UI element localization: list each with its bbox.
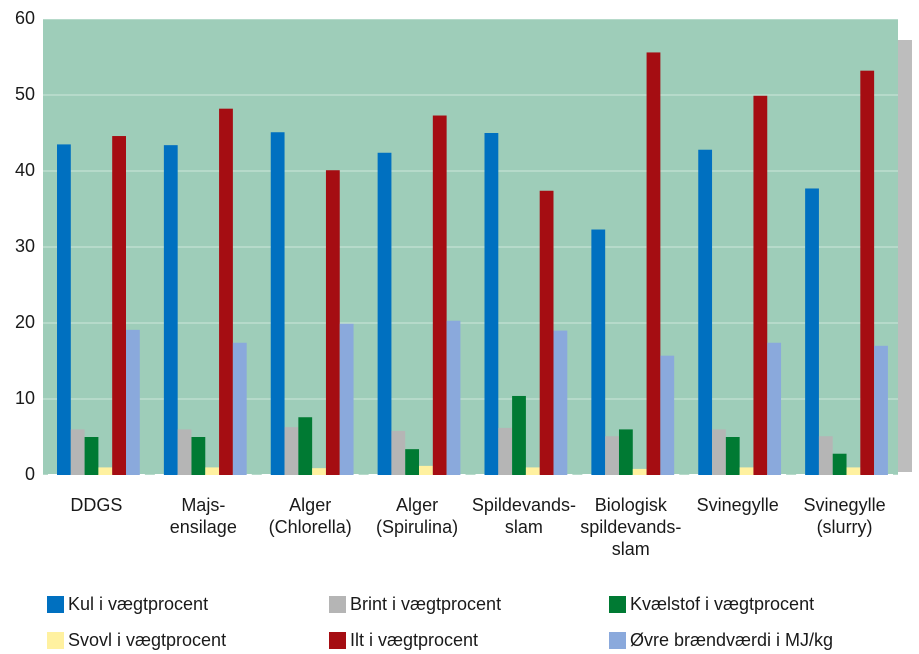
bar [270,132,285,476]
legend-label: Ilt i vægtprocent [350,630,478,650]
bar [591,229,606,475]
legend-swatch [609,596,626,613]
bar [818,436,833,475]
bar [539,190,554,475]
y-tick-label: 20 [15,312,35,332]
y-tick-label: 40 [15,160,35,180]
y-tick-label: 10 [15,388,35,408]
legend-swatch [329,596,346,613]
bar [339,323,354,475]
bar [298,417,313,475]
bar [632,468,647,475]
y-tick-label: 30 [15,236,35,256]
x-tick-label: Svinegylle (slurry) [804,495,886,537]
bar [126,329,140,475]
bar [205,467,220,475]
bar [284,427,299,475]
legend-swatch [329,632,346,649]
legend-label: Brint i vægtprocent [350,594,501,614]
y-tick-label: 0 [25,464,35,484]
bar [432,115,447,476]
bar [725,437,740,475]
x-tick-label: DDGS [70,495,122,515]
bar [618,429,633,475]
bar [391,430,406,475]
legend-swatch [47,632,64,649]
bar [753,95,768,475]
x-tick-label: Alger (Spirulina) [376,495,458,537]
x-tick-label: Alger (Chlorella) [269,495,352,537]
bar [163,145,178,475]
bar [874,345,888,475]
bar [805,188,819,476]
x-tick-label: Biologisk spildevands-slam [580,495,681,559]
bar [112,136,126,476]
legend-label: Svovl i vægtprocent [68,630,226,650]
legend-swatch [47,596,64,613]
plot-shadow [897,40,912,472]
bar [553,330,568,475]
bar [446,320,461,475]
y-tick-label: 60 [15,8,35,28]
bar [512,395,526,475]
bar [377,152,392,475]
bar [219,108,233,476]
legend-label: Øvre brændværdi i MJ/kg [630,630,833,650]
bar [98,467,113,475]
bar [405,449,420,475]
bar [70,429,85,475]
bar [498,427,513,475]
bar [605,436,619,475]
bar [860,70,875,476]
bar [660,355,675,475]
bar [525,467,540,475]
bar [177,429,192,475]
bar [191,437,206,475]
bar [698,149,713,475]
bar [739,467,754,475]
bar [312,468,326,475]
legend-swatch [609,632,626,649]
bar [325,170,340,476]
x-tick-label: Spildevands-slam [472,495,576,537]
bar [484,133,499,475]
x-tick-label: Majs-ensilage [170,495,237,537]
bar [832,453,847,475]
bar [646,52,661,475]
bar [84,437,99,475]
legend-label: Kul i vægtprocent [68,594,208,614]
legend-label: Kvælstof i vægtprocent [630,594,814,614]
bar [419,465,433,475]
x-tick-label: Svinegylle [697,495,779,515]
bar [232,342,247,475]
bar [846,467,861,475]
bar [767,342,782,475]
y-tick-label: 50 [15,84,35,104]
bar [57,144,71,475]
bar [712,429,726,475]
